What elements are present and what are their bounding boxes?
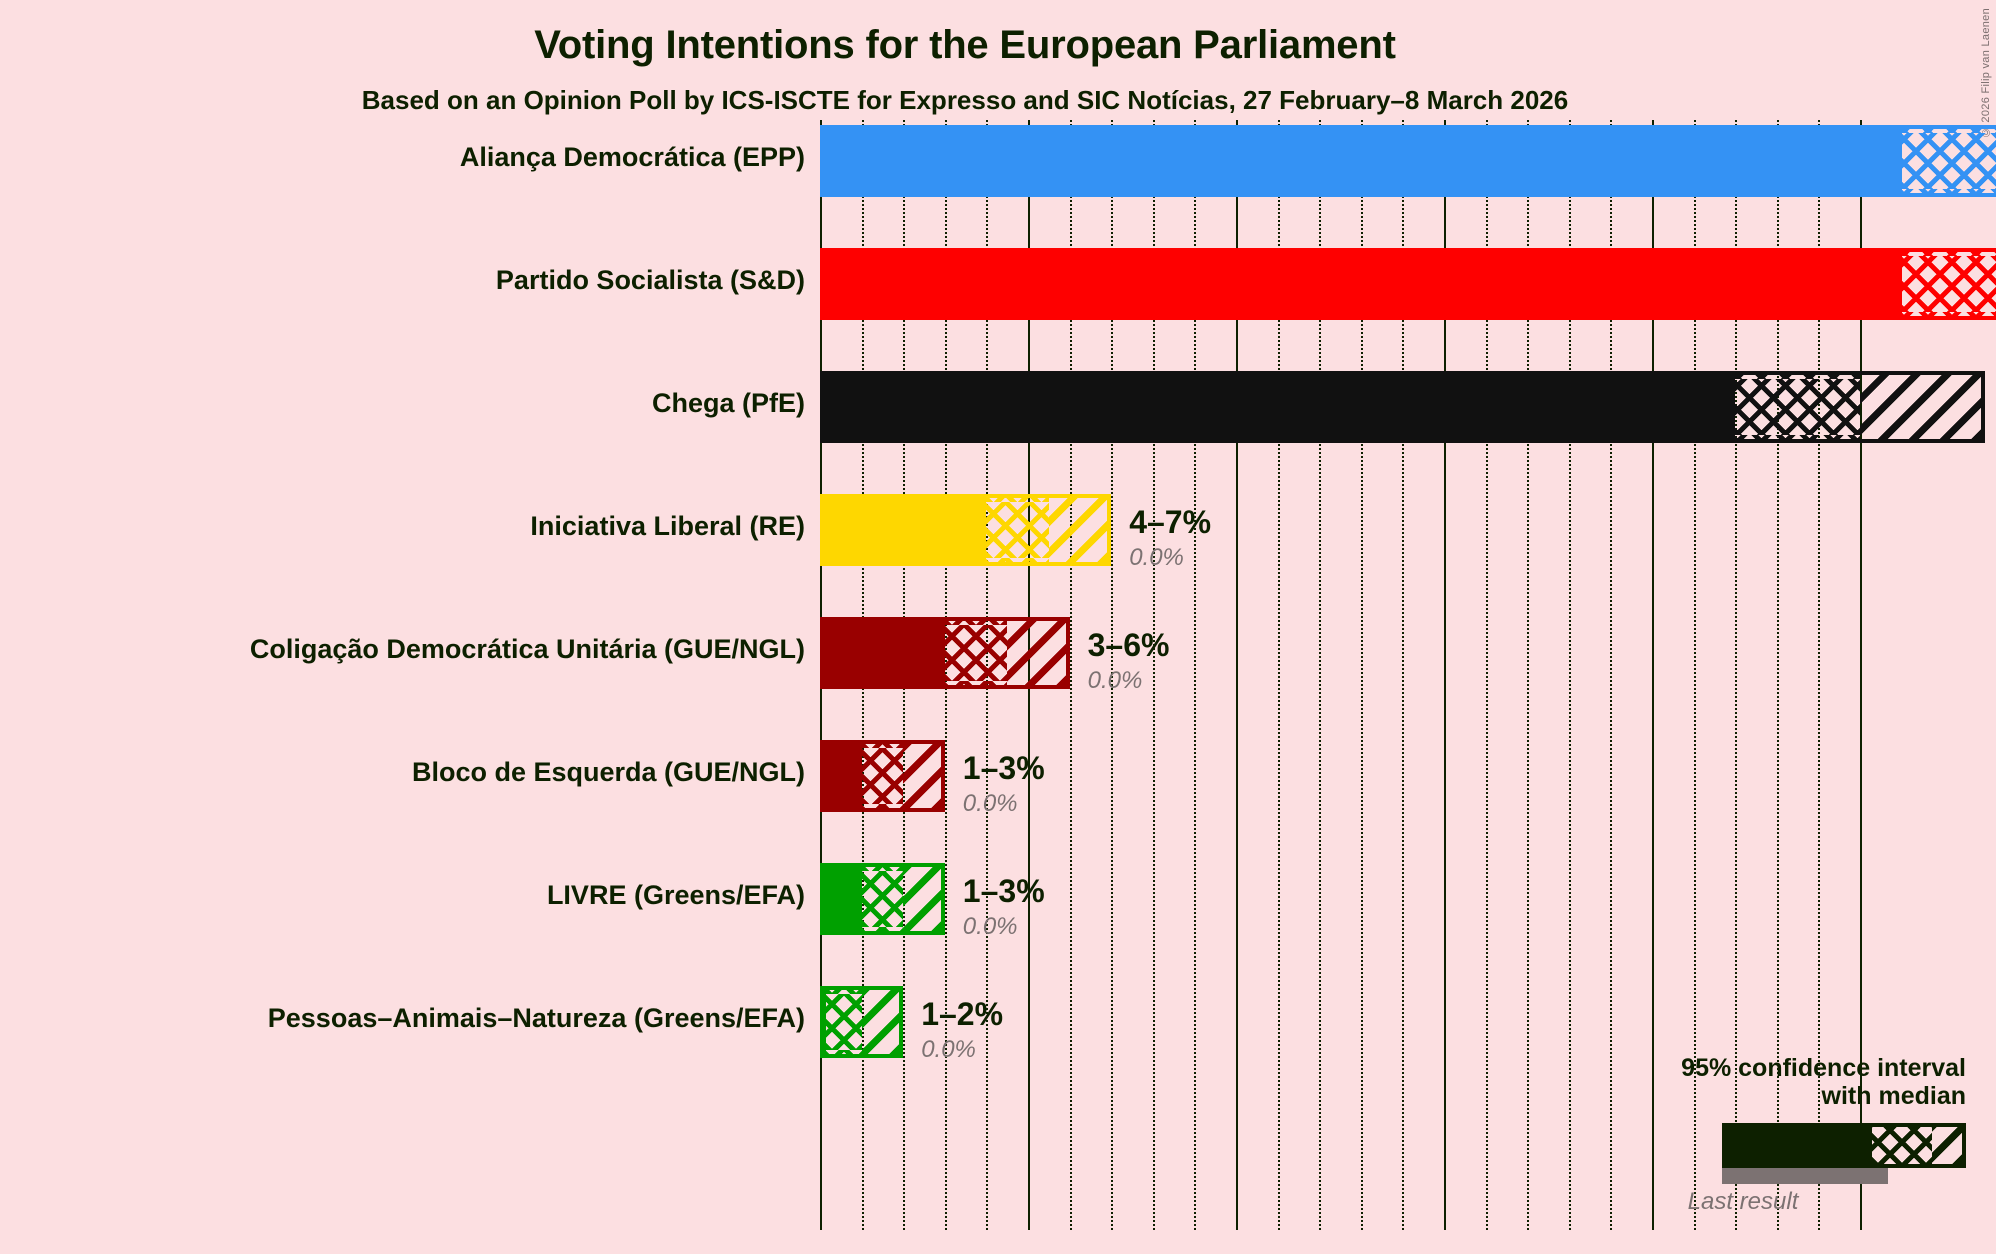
confidence-interval-bar (820, 248, 1996, 320)
gridline-minor (1360, 120, 1363, 1230)
legend: 95% confidence interval with median Last… (1566, 1054, 1966, 1216)
confidence-interval-bar (820, 986, 904, 1058)
bar-row: Iniciativa Liberal (RE) 4–7% 0.0% (530, 494, 1860, 571)
range-value-label: 3–6% (1087, 627, 1170, 663)
bar-segment-to-upper-bound (1007, 621, 1066, 685)
party-label: Coligação Democrática Unitária (GUE/NGL) (249, 634, 805, 664)
last-result-value: 0.0% (962, 790, 1018, 817)
bar-segment-lower-bound (824, 498, 987, 562)
bar-row: Aliança Democrática (EPP)26–32%0.0% (460, 125, 1996, 197)
gridline-minor (1111, 120, 1114, 1230)
page-title: Voting Intentions for the European Parli… (534, 23, 1396, 67)
bar-row: Pessoas–Animais–Natureza (Greens/EFA) 1–2… (268, 986, 1860, 1063)
bar-row: Chega (PfE)22–28%0.0% (652, 371, 1985, 443)
bar-segment-to-median (986, 498, 1049, 562)
range-value-label: 1–3% (962, 750, 1045, 786)
legend-line-1: 95% confidence interval (1681, 1054, 1966, 1082)
party-label: Aliança Democrática (EPP) (459, 142, 805, 172)
bar-segment-to-median (826, 990, 862, 1054)
bar-segment-to-upper-bound (861, 990, 900, 1054)
bar-segment-to-upper-bound (903, 744, 941, 808)
party-label: Bloco de Esquerda (GUE/NGL) (411, 757, 805, 787)
bar-segment-to-median (944, 621, 1008, 685)
bar-segment-lower-bound (824, 129, 1902, 193)
gridline-minor (1319, 120, 1322, 1230)
last-result-value: 0.0% (1129, 544, 1184, 571)
bar-segment-to-median (1735, 375, 1860, 439)
party-label: Iniciativa Liberal (RE) (530, 511, 805, 541)
party-label: LIVRE (Greens/EFA) (546, 880, 805, 910)
gridline-minor (1152, 120, 1155, 1230)
legend-swatch (1722, 1123, 1966, 1168)
bar-segment-to-median (861, 744, 904, 808)
bar-segment-lower-bound (824, 621, 945, 685)
copyright-notice: © 2026 Filip van Laenen (1980, 8, 1992, 139)
legend-line-2: with median (1821, 1082, 1966, 1110)
gridline-minor (1776, 120, 1779, 1230)
gridline-major (1444, 120, 1446, 1230)
plot-area: Aliança Democrática (EPP)26–32%0.0% Parti… (250, 120, 1996, 1230)
last-result-value: 0.0% (962, 913, 1018, 940)
bar-row: LIVRE (Greens/EFA) 1–3% 0.0% (547, 863, 1860, 940)
gridline-minor (1069, 120, 1072, 1230)
range-value-label: 1–3% (962, 873, 1045, 909)
gridline-minor (1610, 120, 1613, 1230)
bar-segment-to-upper-bound (1859, 375, 1981, 439)
confidence-interval-bar (820, 371, 1985, 443)
gridline-minor (1277, 120, 1280, 1230)
party-label: Chega (PfE) (651, 388, 805, 418)
bar-segment-to-median (1901, 252, 1996, 316)
gridline-major (1652, 120, 1654, 1230)
confidence-interval-bar (820, 740, 945, 812)
legend-last-result-swatch (1722, 1168, 1888, 1184)
bar-row: Bloco de Esquerda (GUE/NGL) 1–3% 0.0% (412, 740, 1860, 817)
last-result-value: 0.0% (921, 1036, 976, 1063)
confidence-interval-bar (820, 125, 1996, 197)
bar-segment-lower-bound (824, 867, 862, 931)
legend-last-result-label: Last result (1687, 1188, 1799, 1215)
gridline-minor (1485, 120, 1488, 1230)
party-label: Partido Socialista (S&D) (495, 265, 805, 295)
confidence-interval-bar (820, 617, 1070, 689)
bar-segment-to-upper-bound (1048, 498, 1108, 562)
bar-segment-lower-bound (824, 252, 1902, 316)
gridline-minor (1402, 120, 1405, 1230)
gridline-minor (1735, 120, 1738, 1230)
gridline-minor (1194, 120, 1197, 1230)
bar-row: Partido Socialista (S&D)26–32%0.0% (496, 248, 1996, 320)
range-value-label: 4–7% (1129, 504, 1212, 540)
chart-subtitle: Based on an Opinion Poll by ICS-ISCTE fo… (361, 85, 1569, 115)
gridline-major (1236, 120, 1238, 1230)
gridline-minor (1568, 120, 1571, 1230)
bar-segment-to-median (1901, 129, 1996, 193)
legend-segment-to-upper (1932, 1127, 1962, 1164)
bar-segment-lower-bound (824, 375, 1736, 439)
legend-segment-to-median (1872, 1127, 1932, 1164)
last-result-value: 0.0% (1087, 667, 1143, 694)
range-value-label: 1–2% (921, 996, 1004, 1032)
bar-row: Coligação Democrática Unitária (GUE/NGL)… (250, 617, 1860, 694)
bar-segment-lower-bound (824, 744, 862, 808)
legend-segment-lower-bound (1726, 1127, 1872, 1164)
bar-segment-lower-bound (824, 990, 827, 1054)
gridline-major (1860, 120, 1862, 1230)
confidence-interval-bar (820, 863, 945, 935)
bar-segment-to-median (861, 867, 904, 931)
gridline-minor (1693, 120, 1696, 1230)
gridline-minor (1818, 120, 1821, 1230)
party-label: Pessoas–Animais–Natureza (Greens/EFA) (267, 1003, 805, 1033)
confidence-interval-bar (820, 494, 1112, 566)
gridline-minor (1527, 120, 1530, 1230)
bar-segment-to-upper-bound (903, 867, 941, 931)
